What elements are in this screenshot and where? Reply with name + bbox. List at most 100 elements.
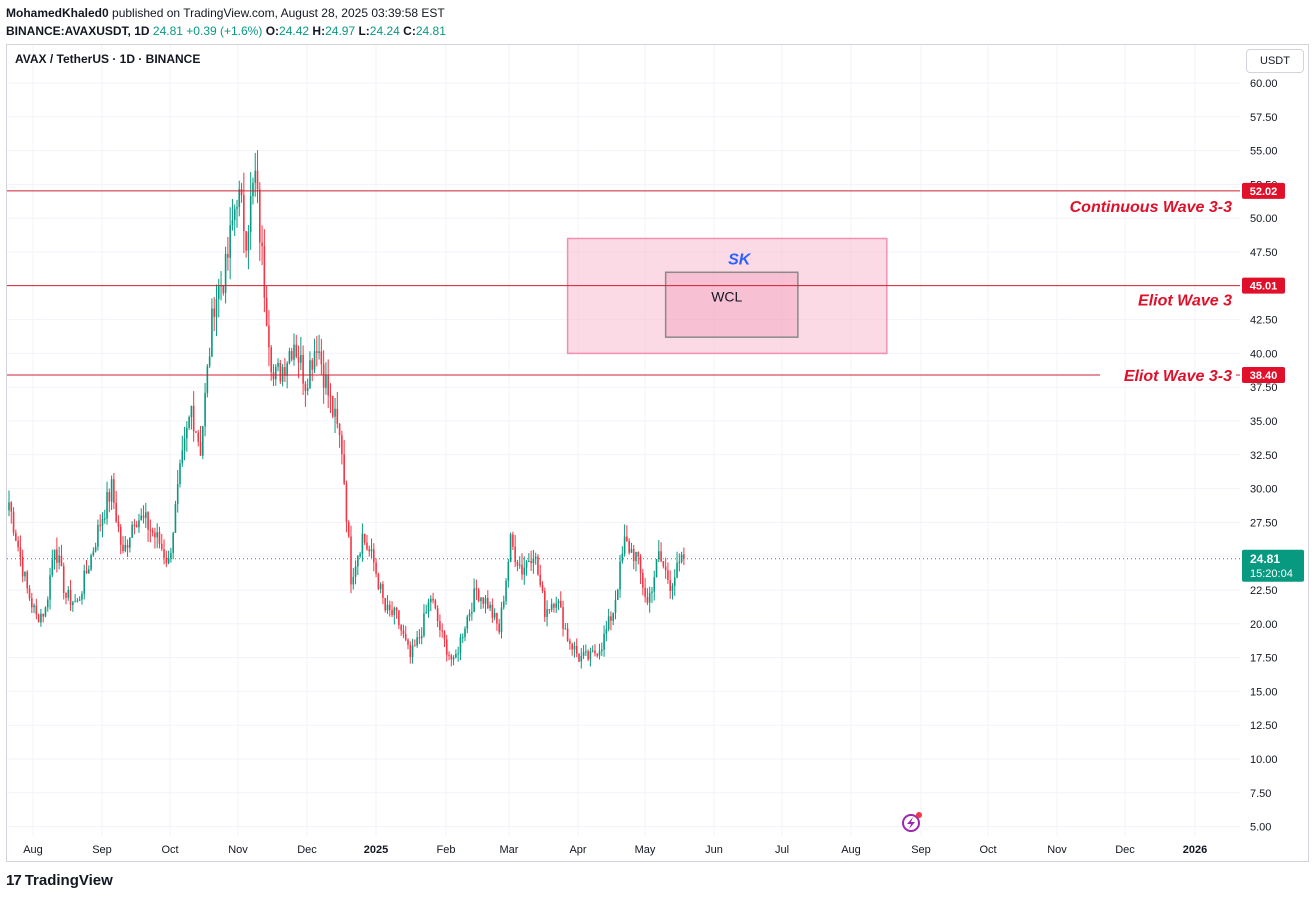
candle [99, 514, 101, 532]
candle [81, 591, 83, 605]
x-tick-label: Nov [1047, 844, 1067, 856]
candle [388, 600, 391, 617]
candle [361, 523, 364, 562]
candle-body [676, 562, 678, 578]
candle-body [28, 588, 31, 599]
currency-button[interactable]: USDT [1246, 49, 1304, 73]
candle [432, 592, 434, 604]
author-name[interactable]: MohamedKhaled0 [6, 6, 109, 20]
candle [493, 608, 496, 621]
candle-body [19, 547, 22, 557]
candle [92, 547, 95, 557]
candle-body [484, 598, 487, 604]
candle [174, 500, 177, 533]
candle-body [514, 546, 516, 562]
candle-body [683, 554, 685, 559]
candle-body [295, 344, 298, 357]
candle-body [49, 575, 51, 600]
candle [197, 429, 200, 447]
candle-body [607, 616, 610, 630]
candle-body [83, 570, 86, 594]
candle-body [334, 408, 336, 417]
candle [660, 542, 662, 563]
candle [85, 560, 88, 575]
candle [215, 284, 218, 337]
candle-body [525, 561, 528, 568]
candle [646, 588, 649, 606]
candle [131, 521, 133, 538]
annotation-zones[interactable]: SK WCL [566, 237, 888, 355]
x-tick-label: Oct [979, 844, 996, 856]
y-tick-label: 35.00 [1250, 416, 1278, 428]
candle [156, 523, 158, 549]
candle [616, 588, 619, 601]
candle [489, 601, 491, 612]
candle-body [630, 549, 633, 553]
candle [564, 623, 567, 630]
candle-body [42, 613, 44, 617]
candle-body [400, 625, 402, 631]
candle [626, 525, 628, 542]
candle [233, 204, 236, 236]
candle-body [85, 570, 88, 574]
candle [632, 544, 635, 570]
candle-body [644, 587, 646, 598]
candle-body [119, 526, 122, 545]
candle-body [628, 541, 630, 553]
candle-body [245, 231, 247, 251]
candle-body [44, 607, 47, 617]
candle [311, 357, 314, 382]
candle [33, 603, 35, 614]
zone-wcl-rect[interactable] [664, 271, 799, 338]
zone-sk-rect[interactable] [566, 237, 888, 355]
candle-body [163, 549, 165, 558]
candle [623, 524, 626, 557]
candle-body [436, 608, 439, 622]
candle [129, 537, 131, 553]
tradingview-logo-text: TradingView [24, 872, 113, 889]
price-tag-label: 52.02 [1250, 186, 1278, 198]
candle-body [122, 544, 124, 551]
last-price-tag: 24.81 [1250, 552, 1280, 566]
candle [42, 613, 44, 623]
candle-body [491, 604, 494, 618]
economic-event-icon[interactable] [902, 812, 922, 832]
candle [477, 587, 480, 603]
candle-body [222, 285, 225, 293]
candle-body [347, 521, 350, 537]
candle [302, 345, 304, 396]
candle [544, 587, 546, 622]
candle-body [108, 492, 111, 502]
candle-body [452, 657, 455, 660]
candle [117, 515, 120, 533]
candle-body [571, 643, 573, 650]
y-tick-label: 37.50 [1250, 382, 1278, 394]
candle [151, 527, 154, 537]
candle [304, 381, 307, 407]
candle-body [423, 613, 425, 636]
candle-body [188, 417, 190, 428]
candle [12, 507, 15, 536]
candle-body [393, 607, 396, 616]
candle-body [26, 571, 29, 589]
candle-body [528, 560, 530, 562]
candle-body [293, 344, 295, 360]
candle-body [559, 600, 562, 608]
candle [259, 182, 261, 261]
horizontal-lines[interactable]: Continuous Wave 3-3 Eliot Wave 3 Eliot Wav… [7, 190, 1240, 560]
candle-body [459, 637, 462, 654]
candle-body [425, 612, 428, 614]
candle [19, 535, 22, 567]
candle-body [521, 564, 523, 575]
x-axis[interactable]: Aug Sep Oct Nov Dec 2025 Feb Mar Apr May Jun Jul Aug… [23, 844, 1207, 856]
candle [496, 612, 498, 631]
candle-body [117, 521, 120, 527]
tradingview-logo[interactable]: 17 TradingView [6, 872, 113, 889]
candle [199, 425, 202, 456]
candle [284, 358, 286, 382]
chart-frame[interactable] [6, 44, 1309, 862]
candle [122, 536, 124, 554]
candle [83, 564, 86, 600]
candle-body [496, 613, 498, 624]
